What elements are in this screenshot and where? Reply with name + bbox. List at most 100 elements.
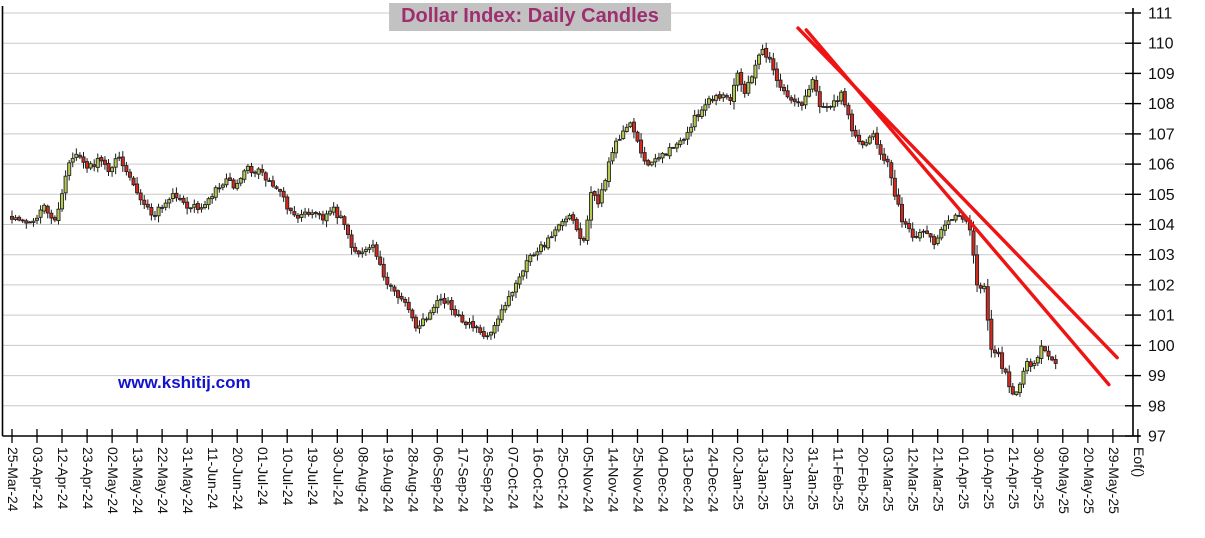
down-candle bbox=[410, 309, 415, 319]
down-candle bbox=[177, 198, 182, 200]
down-candle bbox=[278, 188, 283, 192]
up-candle bbox=[446, 300, 451, 304]
down-candle bbox=[77, 154, 82, 158]
up-candle bbox=[942, 224, 947, 231]
up-candle bbox=[957, 215, 962, 217]
down-candle bbox=[313, 212, 318, 214]
up-candle bbox=[310, 212, 315, 215]
y-tick-label: 100 bbox=[1148, 338, 1175, 355]
up-candle bbox=[656, 157, 661, 160]
up-candle bbox=[331, 206, 336, 213]
chart-title: Dollar Index: Daily Candles bbox=[389, 3, 671, 31]
up-candle bbox=[610, 152, 615, 162]
down-candle bbox=[581, 238, 586, 241]
x-tick-label: 03-Mar-25 bbox=[881, 447, 897, 512]
down-candle bbox=[281, 190, 286, 198]
x-tick-label: 20-Feb-25 bbox=[856, 447, 872, 512]
down-candle bbox=[270, 180, 275, 187]
down-candle bbox=[992, 349, 997, 354]
up-candle bbox=[38, 209, 43, 218]
up-candle bbox=[1039, 345, 1044, 359]
down-candle bbox=[542, 244, 547, 248]
up-candle bbox=[245, 165, 250, 171]
up-candle bbox=[671, 147, 676, 149]
down-candle bbox=[399, 295, 404, 300]
x-tick-label: 31-May-24 bbox=[180, 447, 196, 514]
down-candle bbox=[99, 157, 104, 162]
up-candle bbox=[692, 114, 697, 128]
up-candle bbox=[653, 158, 658, 163]
x-tick-label: 22-May-24 bbox=[155, 447, 171, 514]
down-candle bbox=[138, 192, 143, 201]
x-tick-label: 23-Apr-24 bbox=[80, 447, 96, 509]
up-candle bbox=[828, 105, 833, 108]
down-candle bbox=[317, 213, 322, 216]
down-candle bbox=[102, 159, 107, 165]
x-tick-label: 26-Sep-24 bbox=[480, 447, 496, 513]
down-candle bbox=[131, 177, 136, 186]
down-candle bbox=[907, 223, 912, 230]
down-candle bbox=[885, 158, 890, 163]
down-candle bbox=[174, 192, 179, 199]
y-tick-label: 102 bbox=[1148, 277, 1175, 294]
up-candle bbox=[1025, 361, 1030, 372]
up-candle bbox=[213, 187, 218, 198]
up-candle bbox=[524, 260, 529, 273]
up-candle bbox=[299, 213, 304, 218]
down-candle bbox=[378, 256, 383, 265]
up-candle bbox=[706, 98, 711, 105]
up-candle bbox=[939, 229, 944, 239]
x-tick-label: 21-Mar-25 bbox=[931, 447, 947, 512]
up-candle bbox=[485, 335, 490, 338]
down-candle bbox=[124, 165, 129, 173]
down-candle bbox=[878, 144, 883, 155]
down-candle bbox=[574, 219, 579, 231]
up-candle bbox=[667, 147, 672, 157]
up-candle bbox=[735, 72, 740, 86]
down-candle bbox=[185, 201, 190, 209]
up-candle bbox=[864, 142, 869, 146]
down-candle bbox=[285, 196, 290, 210]
up-candle bbox=[807, 88, 812, 97]
y-tick-label: 97 bbox=[1148, 429, 1166, 446]
down-candle bbox=[474, 326, 479, 329]
down-candle bbox=[142, 199, 147, 205]
up-candle bbox=[614, 140, 619, 154]
up-candle bbox=[538, 244, 543, 252]
down-candle bbox=[52, 217, 57, 221]
up-candle bbox=[496, 318, 501, 326]
down-candle bbox=[253, 171, 258, 174]
down-candle bbox=[739, 72, 744, 85]
x-tick-label: 30-Jul-24 bbox=[330, 447, 346, 506]
up-candle bbox=[428, 312, 433, 320]
down-candle bbox=[799, 102, 804, 106]
x-tick-label: 17-Sep-24 bbox=[455, 447, 471, 513]
x-tick-label: 19-Jul-24 bbox=[305, 447, 321, 506]
up-candle bbox=[63, 175, 68, 194]
x-tick-label: 03-Apr-24 bbox=[30, 447, 46, 509]
up-candle bbox=[56, 208, 61, 222]
x-tick-label: 01-Jul-24 bbox=[255, 447, 271, 506]
y-tick-label: 106 bbox=[1148, 157, 1175, 174]
up-candle bbox=[1021, 370, 1026, 385]
down-candle bbox=[782, 86, 787, 92]
x-tick-label: 29-May-25 bbox=[1106, 447, 1122, 514]
down-candle bbox=[910, 228, 915, 238]
x-tick-label: 09-May-25 bbox=[1056, 447, 1072, 514]
up-candle bbox=[220, 184, 225, 188]
up-candle bbox=[681, 138, 686, 141]
up-candle bbox=[917, 232, 922, 239]
x-tick-label: 20-May-25 bbox=[1081, 447, 1097, 514]
down-candle bbox=[20, 219, 25, 222]
y-tick-label: 107 bbox=[1148, 126, 1175, 143]
down-candle bbox=[846, 104, 851, 116]
up-candle bbox=[42, 204, 47, 212]
x-tick-label: 10-Jul-24 bbox=[280, 447, 296, 506]
down-candle bbox=[978, 285, 983, 289]
down-candle bbox=[1046, 350, 1051, 357]
down-candle bbox=[381, 263, 386, 278]
y-tick-label: 103 bbox=[1148, 247, 1175, 264]
y-tick-label: 110 bbox=[1148, 36, 1174, 53]
